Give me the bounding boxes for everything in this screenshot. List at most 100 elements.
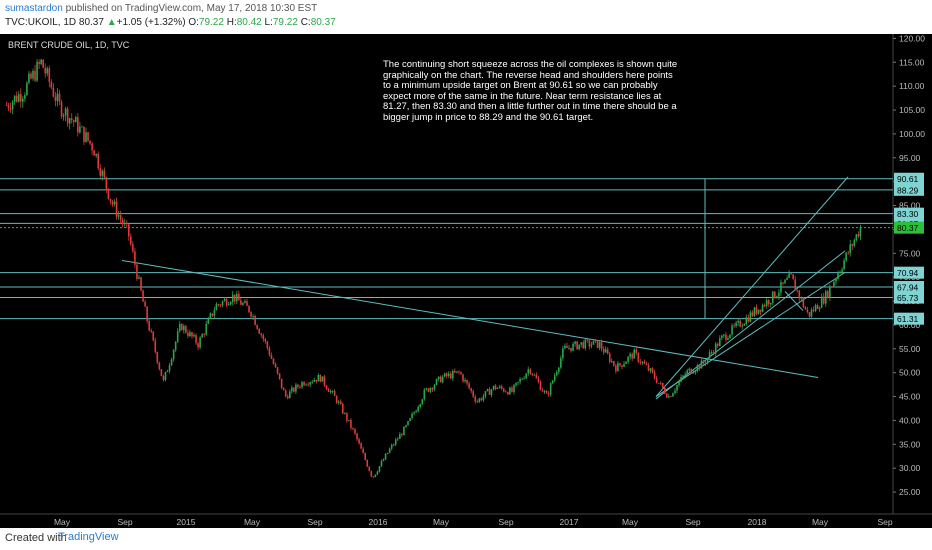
candle-body [507,391,509,395]
candle-body [123,223,126,225]
candle-body [183,326,185,331]
candle-body [590,344,593,347]
candle-body [672,393,674,397]
y-tick-label: 45.00 [899,392,921,402]
candle-body [203,334,205,336]
candle-body [111,201,114,205]
candle-body [121,219,124,225]
candle-body [763,304,766,307]
candle-body [11,101,14,110]
candle-body [602,348,605,353]
candle-body [34,70,36,81]
candle-body [156,352,159,363]
candle-body [686,370,688,375]
candle-body [454,370,456,373]
candle-body [85,132,87,142]
candle-body [325,385,328,390]
candle-body [765,300,768,307]
candle-body [476,401,479,403]
close-label: C: [300,17,311,28]
candle-body [144,301,146,307]
candle-body [127,224,130,237]
candle-body [788,273,790,279]
candle-body [566,345,568,348]
candle-body [578,344,580,350]
candle-body [639,361,642,363]
candle-body [700,360,703,369]
candle-body [130,236,132,245]
candle-body [500,386,503,389]
candle-body [26,82,28,96]
candle-body [356,433,358,440]
candle-body [64,108,67,116]
candle-body [794,279,797,291]
chart-title: BRENT CRUDE OIL, 1D, TVC [8,40,130,50]
candle-body [619,363,621,366]
candle-body [286,396,289,399]
candle-body [456,371,458,373]
candle-body [315,379,318,382]
candle-body [62,115,65,117]
candle-body [380,461,383,467]
candle-body [105,177,108,189]
candle-body [176,331,179,342]
candle-body [449,373,452,379]
candle-body [496,387,499,389]
candle-body [541,389,544,392]
candle-body [472,391,475,397]
candle-body [849,244,852,254]
candle-body [757,309,760,314]
candle-body [486,389,489,392]
candle-body [468,383,470,389]
candle-body [252,315,254,317]
candle-body [480,398,483,401]
candle-body [205,323,208,335]
candle-body [533,374,536,376]
tradingview-logo[interactable]: TradingView [58,531,119,543]
candle-body [796,290,799,291]
level-tag [894,207,924,220]
price-chart[interactable]: 120.00115.00110.00105.00100.0095.0090.00… [0,34,932,528]
candle-body [417,407,419,412]
y-tick-label: 110.00 [899,81,925,91]
y-tick-label: 60.00 [899,320,921,330]
candle-body [46,68,49,74]
candle-body [172,349,175,360]
candle-body [346,413,348,421]
candle-body [50,81,53,88]
candle-body [136,264,138,279]
candle-body [197,343,199,348]
author-link[interactable]: sumastardon [5,3,63,14]
candle-body [22,98,24,102]
candle-body [117,215,120,217]
candle-body [608,353,611,362]
candle-body [498,386,501,388]
candle-body [511,387,513,392]
candle-body [435,379,438,385]
candle-body [521,378,523,380]
candle-body [240,300,242,305]
candle-body [633,349,636,359]
candle-body [543,391,546,392]
candle-body [502,388,505,392]
candle-body [309,382,311,385]
candle-body [806,309,809,313]
candle-body [588,340,591,347]
candle-body [509,387,511,395]
y-tick-label: 75.00 [899,248,921,258]
candle-body [666,393,668,398]
candle-body [551,380,554,384]
level-tag-label: 61.31 [897,314,919,324]
candle-body [282,388,285,391]
candle-body [586,339,589,341]
candle-body [710,352,713,354]
candle-body [635,349,638,353]
candle-body [341,403,344,414]
candle-body [776,296,778,299]
candle-body [233,294,236,302]
candle-body [853,240,856,246]
candle-body [584,339,587,349]
candle-body [268,347,271,356]
candle-body [833,281,835,287]
chart-canvas[interactable]: 120.00115.00110.00105.00100.0095.0090.00… [0,34,932,528]
